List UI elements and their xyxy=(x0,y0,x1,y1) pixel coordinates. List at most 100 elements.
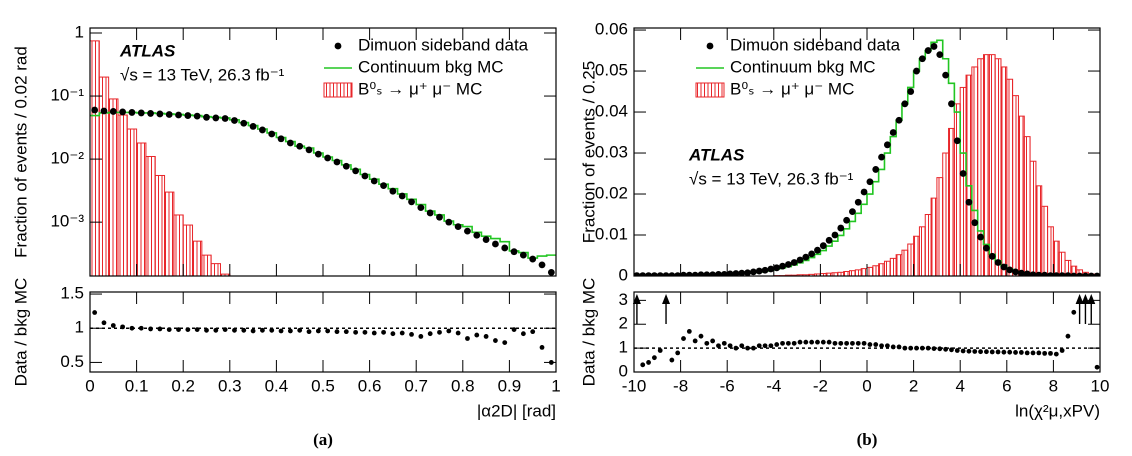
y-tick-label: 10⁻³ xyxy=(50,212,84,231)
data-point xyxy=(408,198,415,206)
signal-bar xyxy=(173,214,184,276)
data-point xyxy=(837,224,845,232)
data-point xyxy=(819,242,827,250)
ratio-point xyxy=(185,327,191,333)
ratio-point xyxy=(785,340,791,346)
arrow-head xyxy=(1081,294,1090,304)
x-tick-label: 0.8 xyxy=(451,376,475,395)
ratio-point xyxy=(867,342,873,347)
data-point xyxy=(109,108,117,115)
x-tick-label: -8 xyxy=(673,376,688,395)
y-tick-label: 0.04 xyxy=(595,102,628,121)
ratio-point xyxy=(92,310,98,315)
ratio-point xyxy=(698,333,704,339)
data-point xyxy=(959,170,967,177)
signal-bar xyxy=(854,269,862,276)
signal-bar xyxy=(182,224,194,276)
y-tick-label: 0 xyxy=(619,361,628,380)
ratio-point xyxy=(756,343,762,349)
data-point xyxy=(128,109,136,116)
ratio-point xyxy=(530,329,536,335)
x-axis-title: ln(χ²μ,xPV) xyxy=(1015,401,1100,420)
data-point xyxy=(872,166,880,173)
ratio-point xyxy=(455,330,461,336)
ratio-point xyxy=(832,340,838,346)
data-point xyxy=(866,178,874,186)
data-point xyxy=(930,43,938,50)
y-axis-title: Fraction of events / 0.02 rad xyxy=(11,46,30,258)
data-point xyxy=(529,255,537,263)
data-point xyxy=(324,154,332,162)
ratio-point xyxy=(890,344,896,350)
data-point xyxy=(1076,272,1084,276)
ratio-point xyxy=(213,327,219,333)
x-tick-label: 0.4 xyxy=(265,376,289,395)
data-point xyxy=(977,233,984,241)
data-point xyxy=(361,172,369,180)
data-point xyxy=(547,268,555,276)
data-point xyxy=(296,142,304,150)
signal-bar xyxy=(1052,240,1060,276)
data-point xyxy=(761,266,769,274)
ratio-point xyxy=(815,339,820,345)
ratio-point xyxy=(315,328,321,334)
data-point xyxy=(750,268,757,276)
data-point xyxy=(814,246,821,254)
data-point xyxy=(1035,271,1043,276)
data-point xyxy=(697,271,705,276)
signal-bar xyxy=(1012,95,1019,276)
signal-bar xyxy=(948,127,955,276)
signal-bar xyxy=(145,155,156,276)
ratio-point xyxy=(1007,349,1013,355)
x-tick-label: 1 xyxy=(551,376,560,395)
ratio-point xyxy=(686,329,692,334)
signal-bar xyxy=(90,40,100,276)
data-point xyxy=(674,272,682,276)
data-point xyxy=(426,209,434,217)
data-point xyxy=(901,100,909,108)
signal-bar xyxy=(164,191,175,276)
ratio-point xyxy=(745,345,750,351)
data-point xyxy=(784,261,792,268)
ratio-point xyxy=(844,340,850,346)
signal-bar xyxy=(1017,115,1025,276)
ratio-point xyxy=(399,330,405,336)
ratio-point xyxy=(850,340,855,346)
y-tick-label: 1 xyxy=(75,318,84,337)
ratio-point xyxy=(768,343,774,349)
signal-bar xyxy=(1000,66,1008,276)
ratio-point xyxy=(669,357,675,363)
data-point xyxy=(165,111,173,118)
experiment-label: ATLAS xyxy=(119,41,176,60)
data-point xyxy=(342,162,350,170)
signal-bar xyxy=(889,257,897,276)
y-tick-label: 0.03 xyxy=(595,143,628,162)
data-point xyxy=(965,198,973,206)
data-point xyxy=(1093,272,1100,276)
data-point xyxy=(91,106,99,114)
ratio-point xyxy=(390,331,396,337)
data-point xyxy=(1041,271,1049,276)
caption: (a) xyxy=(313,430,333,449)
data-point xyxy=(305,146,313,154)
signal-bar xyxy=(913,235,920,276)
data-point xyxy=(883,141,891,149)
ratio-point xyxy=(803,339,809,345)
data-point xyxy=(849,208,856,216)
data-point xyxy=(988,252,996,260)
ratio-point xyxy=(502,340,508,345)
ratio-point xyxy=(931,346,937,351)
data-point xyxy=(639,272,647,276)
data-point xyxy=(1000,263,1008,271)
data-point xyxy=(720,270,728,276)
ratio-point xyxy=(250,328,256,334)
ratio-point xyxy=(381,329,386,335)
arrow-head xyxy=(632,294,641,304)
y-tick-label: 10⁻¹ xyxy=(50,86,84,105)
data-point xyxy=(889,129,897,136)
x-tick-label: 6 xyxy=(1002,376,1011,395)
ratio-point xyxy=(260,327,265,333)
data-point xyxy=(259,126,266,134)
arrow-head xyxy=(662,294,671,304)
x-tick-label: 0 xyxy=(862,376,871,395)
